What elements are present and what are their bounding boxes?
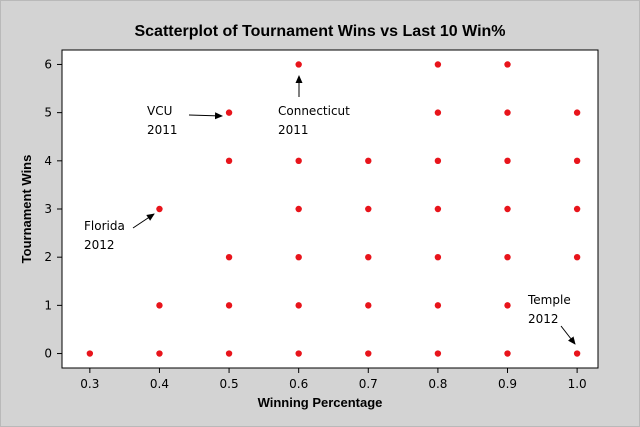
x-tick-label: 0.9 <box>498 377 517 391</box>
data-point <box>573 109 581 116</box>
data-point <box>573 253 581 261</box>
data-point <box>573 205 581 213</box>
y-axis: 0 1 2 3 4 5 6 <box>44 57 62 361</box>
data-point <box>504 157 511 165</box>
x-tick-label: 0.4 <box>150 377 169 391</box>
data-point <box>434 350 442 357</box>
y-tick-label: 6 <box>44 57 52 71</box>
data-point <box>504 302 511 309</box>
annotation-florida: Florida 2012 <box>84 213 155 252</box>
annotation-vcu-arrow <box>188 112 223 120</box>
annotation-temple-name: Temple <box>527 293 571 307</box>
annotation-connecticut-year: 2011 <box>278 123 309 137</box>
x-axis: 0.3 0.4 0.5 0.6 0.7 0.8 0.9 1.0 <box>80 368 587 391</box>
data-point <box>156 205 163 213</box>
data-point <box>295 350 302 357</box>
data-point <box>504 109 511 116</box>
data-point <box>225 109 233 116</box>
data-point <box>225 350 233 357</box>
annotation-connecticut: Connecticut 2011 <box>278 75 350 137</box>
annotation-connecticut-name: Connecticut <box>278 104 350 118</box>
data-point <box>504 61 511 68</box>
x-tick-label: 0.3 <box>80 377 99 391</box>
data-point <box>86 350 94 357</box>
data-point <box>434 157 442 165</box>
data-point <box>504 253 511 261</box>
data-point <box>156 350 163 357</box>
data-point <box>295 157 302 165</box>
x-tick-label: 0.7 <box>359 377 378 391</box>
data-point <box>225 302 233 309</box>
data-point <box>295 253 302 261</box>
annotation-florida-name: Florida <box>84 219 125 233</box>
x-axis-label: Winning Percentage <box>258 395 383 410</box>
data-point <box>365 350 372 357</box>
data-point <box>156 302 163 309</box>
data-point <box>225 157 233 165</box>
x-tick-label: 1.0 <box>568 377 587 391</box>
x-tick-label: 0.6 <box>289 377 308 391</box>
data-point <box>295 302 302 309</box>
data-point <box>295 61 302 68</box>
data-point <box>365 205 372 213</box>
data-point <box>434 61 442 68</box>
annotation-florida-year: 2012 <box>84 238 115 252</box>
y-tick-label: 0 <box>44 347 52 361</box>
data-point <box>434 253 442 261</box>
data-point <box>365 157 372 165</box>
annotation-temple-year: 2012 <box>528 312 559 326</box>
data-point <box>225 253 233 261</box>
data-point <box>573 157 581 165</box>
data-point <box>295 205 302 213</box>
y-tick-label: 4 <box>44 154 52 168</box>
data-point <box>434 205 442 213</box>
annotation-vcu-year: 2011 <box>147 123 178 137</box>
annotation-temple: Temple 2012 <box>527 293 576 345</box>
data-points <box>86 61 581 357</box>
y-axis-label: Tournament Wins <box>19 155 34 264</box>
data-point <box>504 350 511 357</box>
annotation-vcu-name: VCU <box>147 104 172 118</box>
y-tick-label: 2 <box>44 250 52 264</box>
data-point <box>365 253 372 261</box>
data-point <box>434 302 442 309</box>
x-tick-label: 0.8 <box>428 377 447 391</box>
chart-title: Scatterplot of Tournament Wins vs Last 1… <box>134 23 505 40</box>
annotation-temple-arrow <box>560 325 576 345</box>
annotation-florida-arrow <box>132 213 155 229</box>
x-tick-label: 0.5 <box>220 377 239 391</box>
data-point <box>573 350 581 357</box>
data-point <box>504 205 511 213</box>
data-point <box>365 302 372 309</box>
y-tick-label: 5 <box>44 106 52 120</box>
plot-area <box>61 49 599 369</box>
data-point <box>434 109 442 116</box>
y-tick-label: 1 <box>44 298 52 312</box>
y-tick-label: 3 <box>44 202 52 216</box>
annotation-vcu: VCU 2011 <box>147 104 223 137</box>
